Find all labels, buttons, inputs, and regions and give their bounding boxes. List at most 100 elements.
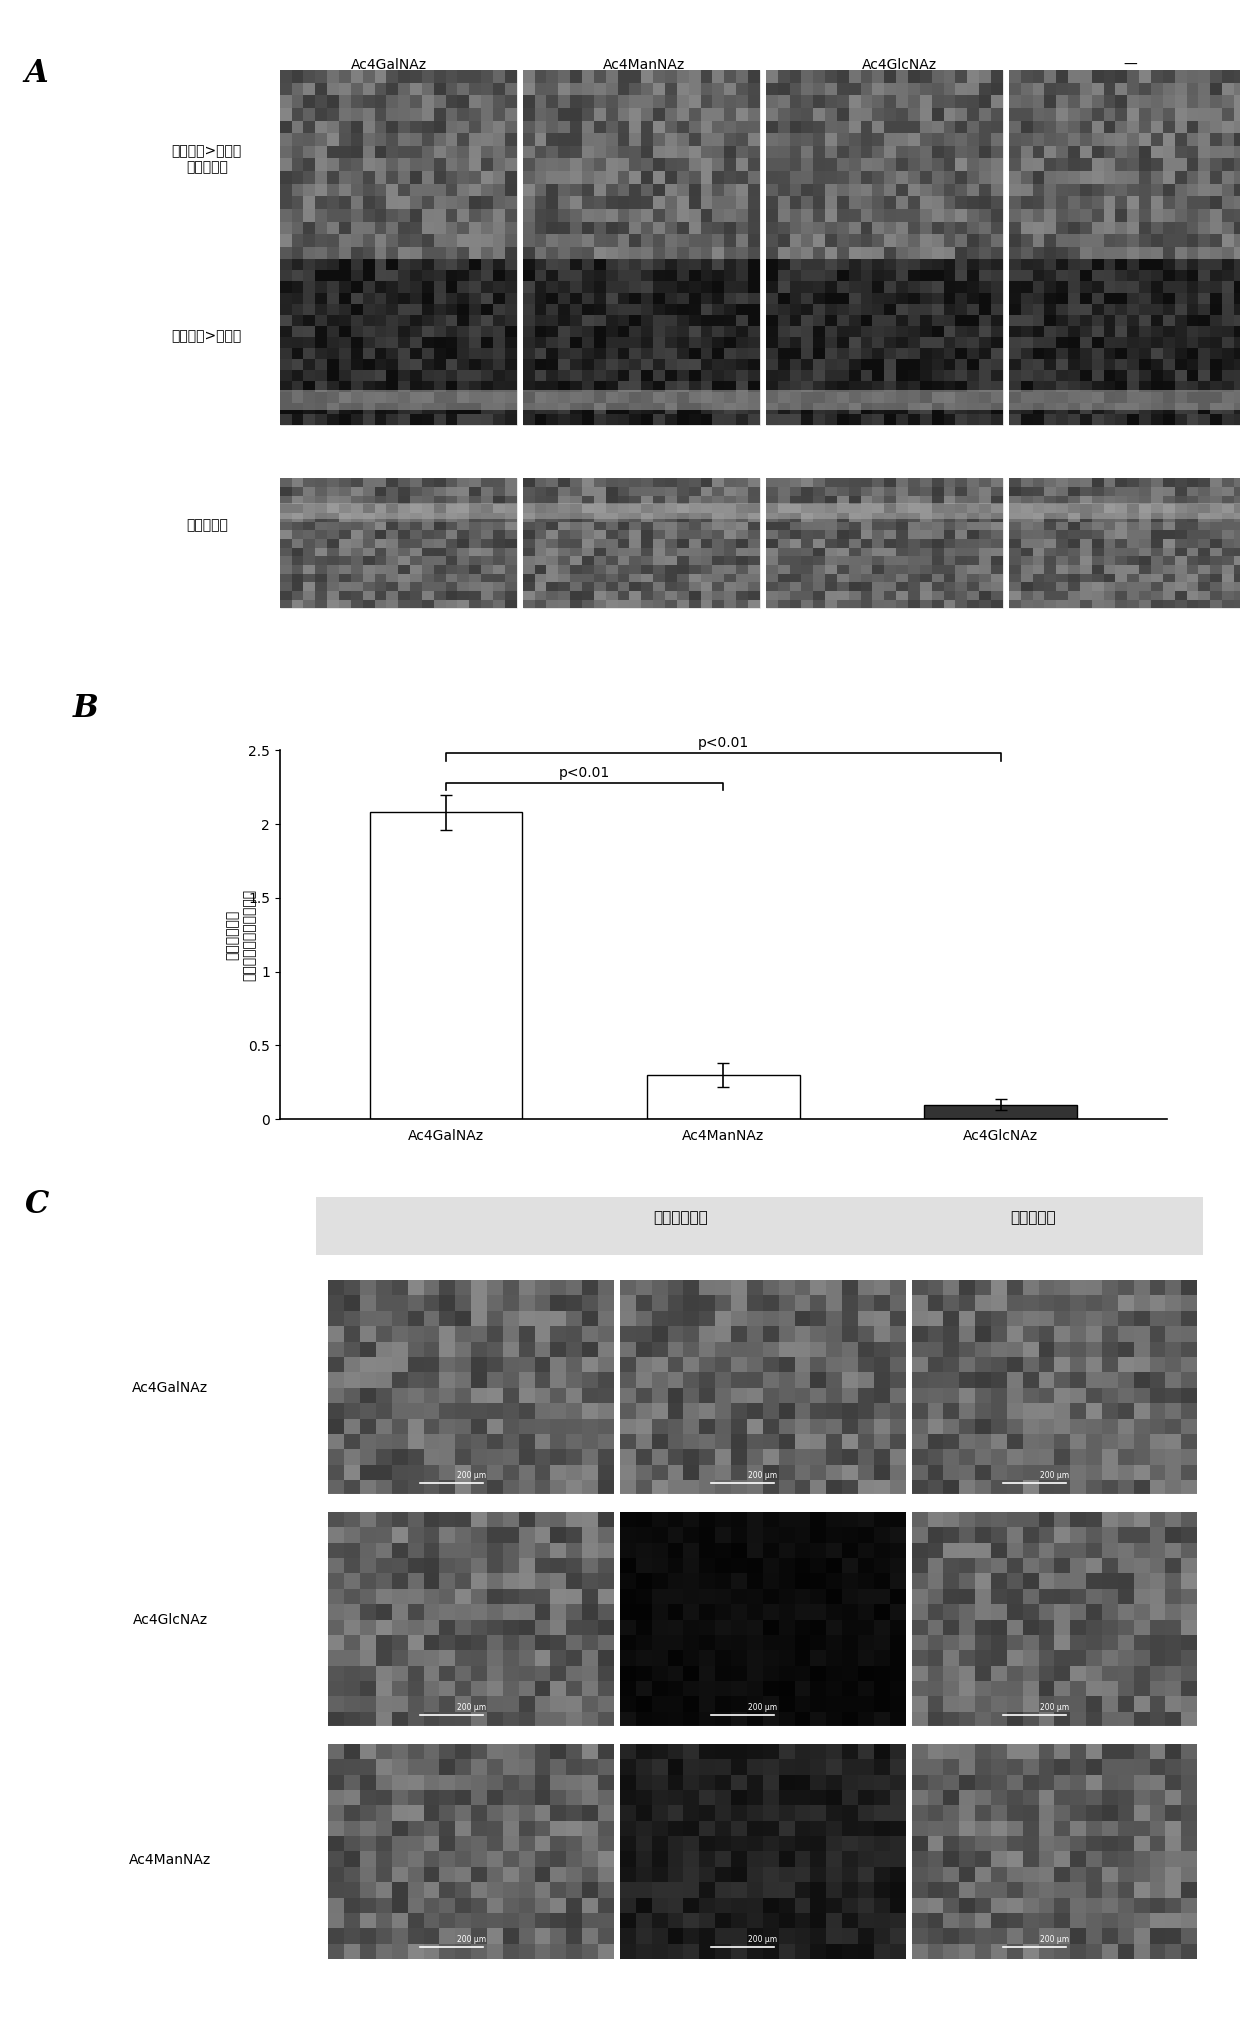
Bar [980, 337, 991, 347]
Bar [1127, 601, 1140, 609]
Bar [825, 209, 837, 221]
Bar [641, 325, 653, 337]
Bar [837, 347, 848, 359]
Bar [699, 1836, 715, 1850]
Bar [991, 248, 1003, 260]
Bar [652, 1682, 667, 1696]
Bar [1021, 158, 1033, 170]
Bar [1223, 209, 1234, 221]
Bar [652, 1341, 667, 1357]
Bar [339, 221, 351, 233]
Bar [481, 590, 494, 601]
Bar [715, 1790, 732, 1806]
Bar [920, 146, 931, 158]
Bar [746, 1542, 763, 1558]
Bar [1116, 83, 1127, 95]
Bar [1102, 1435, 1118, 1449]
Bar [665, 292, 677, 304]
Bar [636, 1682, 652, 1696]
Bar [955, 146, 967, 158]
Bar [1009, 260, 1240, 424]
Bar [813, 209, 825, 221]
Bar [944, 233, 955, 248]
Bar [351, 292, 362, 304]
Bar [1039, 1418, 1054, 1435]
Bar [523, 83, 534, 95]
Bar [327, 185, 339, 197]
Bar [327, 540, 339, 548]
Bar [505, 282, 517, 292]
Bar [688, 185, 701, 197]
Bar [1104, 325, 1116, 337]
Bar [641, 513, 653, 521]
Bar [280, 359, 291, 369]
Bar [455, 1311, 471, 1327]
Bar [570, 548, 582, 556]
Bar [975, 1605, 991, 1619]
Bar [665, 540, 677, 548]
Bar [920, 292, 931, 304]
Bar [362, 582, 374, 590]
Bar [1151, 325, 1163, 337]
Bar [594, 505, 605, 513]
Bar [1044, 540, 1056, 548]
Bar [1149, 1883, 1166, 1897]
Bar [779, 1418, 795, 1435]
Bar [928, 1836, 944, 1850]
Bar [1039, 1589, 1054, 1605]
Bar [503, 1759, 518, 1775]
Bar [1140, 282, 1151, 292]
Bar [991, 95, 1003, 108]
Bar [345, 1357, 360, 1372]
Bar [1039, 1682, 1054, 1696]
Bar [667, 1357, 683, 1372]
Bar [471, 1295, 487, 1311]
Bar [1223, 292, 1234, 304]
Bar [392, 1295, 408, 1311]
Bar [455, 1372, 471, 1388]
Bar [374, 530, 387, 540]
Bar [1234, 381, 1240, 392]
Bar [701, 369, 712, 381]
Bar [683, 1712, 699, 1727]
Bar [944, 479, 955, 487]
Bar [1068, 548, 1080, 556]
Bar [458, 170, 469, 185]
Bar [874, 1435, 890, 1449]
Bar [1151, 270, 1163, 282]
Bar [327, 233, 339, 248]
Bar [897, 601, 908, 609]
Bar [1133, 1589, 1149, 1605]
Bar [458, 505, 469, 513]
Bar [944, 108, 955, 120]
Bar [1166, 1388, 1182, 1404]
Bar [944, 1913, 960, 1928]
Bar [677, 134, 688, 146]
Bar [598, 1666, 614, 1682]
Bar [570, 248, 582, 260]
Bar [620, 1619, 636, 1635]
Bar [567, 1558, 583, 1572]
Bar [1133, 1311, 1149, 1327]
Bar [683, 1311, 699, 1327]
Bar [837, 359, 848, 369]
Bar [523, 120, 534, 134]
Bar [1080, 487, 1091, 495]
Bar [908, 197, 920, 209]
Bar [518, 1867, 534, 1883]
Bar [928, 1341, 944, 1357]
Bar [699, 1867, 715, 1883]
Bar [1210, 83, 1223, 95]
Bar [837, 392, 848, 404]
Bar [991, 1743, 1007, 1759]
Bar [748, 404, 760, 414]
Bar [594, 392, 605, 404]
Bar [1086, 1572, 1102, 1589]
Bar [1007, 1357, 1023, 1372]
Bar [582, 414, 594, 424]
Bar [327, 83, 339, 95]
Bar [518, 1388, 534, 1404]
Bar [329, 1528, 345, 1542]
Bar [795, 1479, 811, 1495]
Bar [424, 1806, 439, 1820]
